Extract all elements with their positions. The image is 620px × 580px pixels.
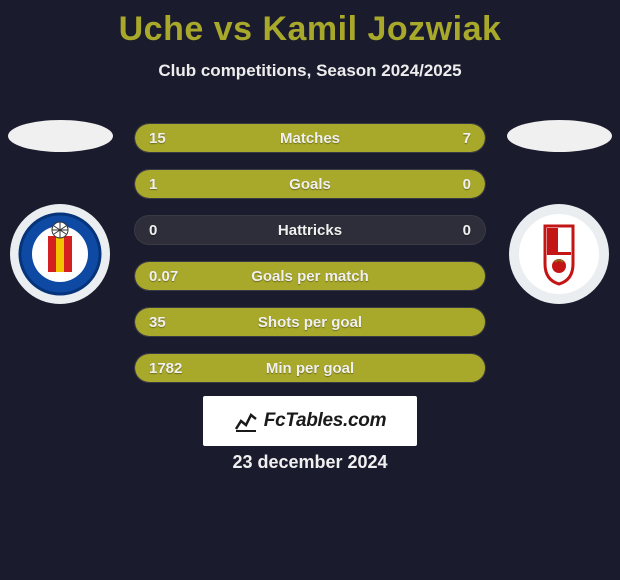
stat-label: Matches	[135, 124, 485, 152]
player-right-column	[507, 120, 612, 304]
brand-box[interactable]: FcTables.com	[203, 396, 417, 446]
granada-badge-icon	[517, 212, 601, 296]
stat-label: Goals per match	[135, 262, 485, 290]
stat-row: 00Hattricks	[134, 215, 486, 245]
club-badge-right	[509, 204, 609, 304]
page-title: Uche vs Kamil Jozwiak	[0, 10, 620, 49]
stat-row: 1782Min per goal	[134, 353, 486, 383]
stat-label: Hattricks	[135, 216, 485, 244]
comparison-card: Uche vs Kamil Jozwiak Club competitions,…	[0, 0, 620, 580]
flag-left-icon	[8, 120, 113, 152]
stat-row: 35Shots per goal	[134, 307, 486, 337]
subtitle: Club competitions, Season 2024/2025	[0, 61, 620, 81]
stat-row: 157Matches	[134, 123, 486, 153]
brand-label: FcTables.com	[264, 410, 386, 432]
stat-label: Shots per goal	[135, 308, 485, 336]
stats-bars: 157Matches 10Goals 00Hattricks 0.07Goals pe…	[134, 123, 486, 399]
flag-right-icon	[507, 120, 612, 152]
getafe-badge-icon	[18, 212, 102, 296]
stat-label: Goals	[135, 170, 485, 198]
date-label: 23 december 2024	[0, 452, 620, 473]
stat-row: 0.07Goals per match	[134, 261, 486, 291]
brand-chart-icon	[234, 409, 258, 433]
stat-row: 10Goals	[134, 169, 486, 199]
stat-label: Min per goal	[135, 354, 485, 382]
club-badge-left	[10, 204, 110, 304]
player-left-column	[8, 120, 113, 304]
